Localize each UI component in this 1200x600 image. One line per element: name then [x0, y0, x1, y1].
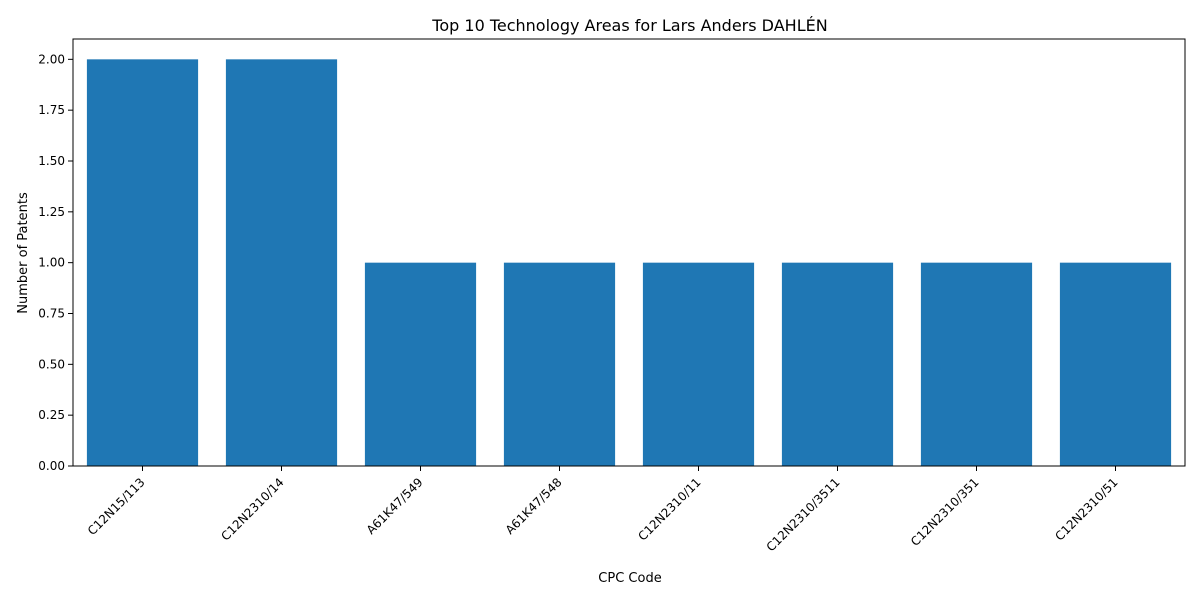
y-tick-label-0: 0.00 — [38, 459, 65, 473]
y-tick-label-8: 2.00 — [38, 52, 65, 66]
y-tick-label-6: 1.50 — [38, 154, 65, 168]
x-tick-label-7: C12N2310/51 — [1052, 475, 1120, 543]
bar-chart: Top 10 Technology Areas for Lars Anders … — [0, 0, 1200, 600]
bar-3 — [504, 263, 615, 466]
x-tick-label-0: C12N15/113 — [85, 475, 148, 538]
bar-0 — [87, 59, 198, 466]
x-tick-label-5: C12N2310/3511 — [764, 475, 843, 554]
x-tick-label-4: C12N2310/11 — [635, 475, 703, 543]
plot-area: 0.00 0.25 0.50 0.75 1.00 1.25 1.50 1.75 2.00 C12N… — [38, 39, 1185, 554]
bar-4 — [643, 263, 754, 466]
y-tick-label-3: 0.75 — [38, 307, 65, 321]
chart-container: Top 10 Technology Areas for Lars Anders … — [0, 0, 1200, 600]
bar-6 — [921, 263, 1032, 466]
bar-5 — [782, 263, 893, 466]
x-tick-label-2: A61K47/549 — [364, 475, 426, 537]
y-axis-label: Number of Patents — [16, 192, 31, 314]
y-tick-label-1: 0.25 — [38, 408, 65, 422]
bar-7 — [1060, 263, 1171, 466]
y-tick-label-7: 1.75 — [38, 103, 65, 117]
y-tick-label-2: 0.50 — [38, 357, 65, 371]
bar-1 — [226, 59, 337, 466]
y-tick-label-4: 1.00 — [38, 256, 65, 270]
x-axis-label: CPC Code — [598, 571, 661, 586]
x-tick-label-6: C12N2310/351 — [908, 475, 982, 549]
x-tick-label-3: A61K47/548 — [503, 475, 565, 537]
bar-2 — [365, 263, 476, 466]
y-tick-label-5: 1.25 — [38, 205, 65, 219]
x-tick-label-1: C12N2310/14 — [218, 475, 286, 543]
chart-title: Top 10 Technology Areas for Lars Anders … — [431, 16, 827, 35]
